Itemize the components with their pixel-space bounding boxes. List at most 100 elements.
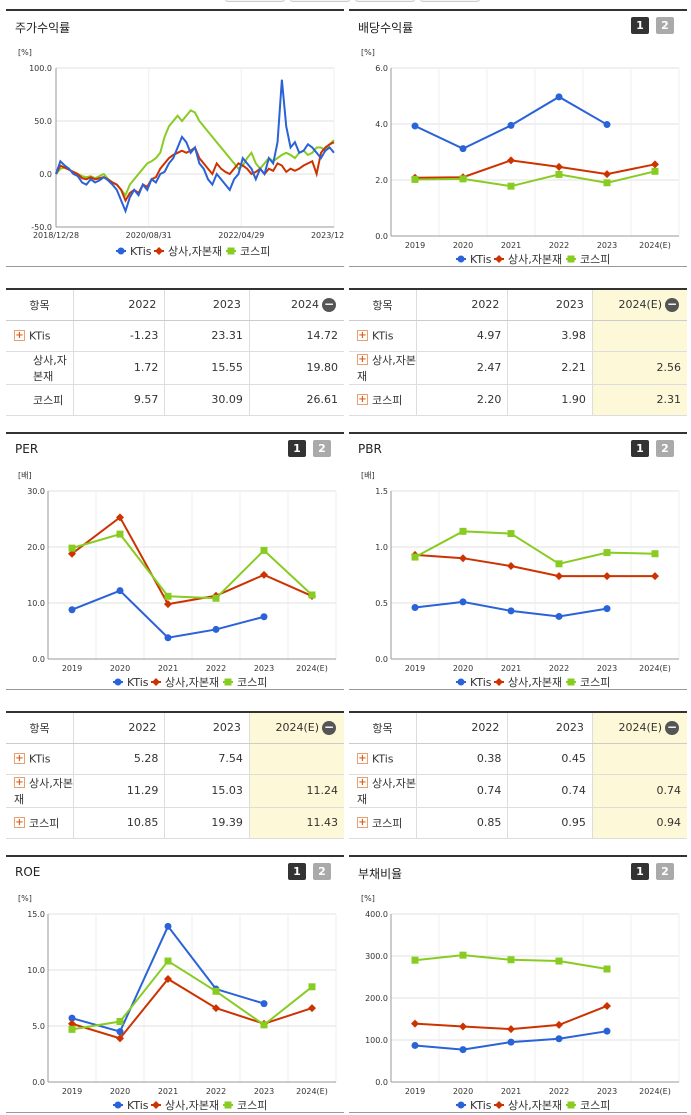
header-label: 항목	[29, 298, 50, 312]
y-tick-label: 0.0	[375, 232, 388, 241]
collapse-icon[interactable]: −	[665, 296, 679, 312]
legend-marker	[152, 678, 160, 686]
header-label: 2022	[471, 721, 500, 735]
debt-ratio-chart: [%] 400.0 300.0 200.0 100.0 0.0 2019 2020 2021 20…	[361, 894, 680, 1112]
row-label: 상사,자본재	[33, 353, 67, 383]
row-label-cell: + 상사,자본재	[6, 774, 74, 808]
axis-unit-label: [배]	[18, 471, 32, 480]
legend-label: 상사,자본재	[165, 1099, 219, 1112]
top-cut-button[interactable]	[225, 0, 285, 2]
panel-stock-return: 주가수익률 [%] 100.0 50.0 0.0 -50.0 2018/12/28 2020…	[6, 9, 344, 267]
top-cut-button[interactable]	[420, 0, 480, 2]
collapse-icon[interactable]: −	[322, 719, 336, 735]
data-point	[555, 170, 563, 178]
table-cell	[591, 320, 687, 352]
view-1-button[interactable]: 1	[631, 440, 649, 457]
expand-icon[interactable]: +	[357, 753, 368, 765]
expand-icon[interactable]: +	[357, 354, 368, 365]
table-cell: 30.09	[164, 384, 250, 416]
row-label: 상사,자본재	[357, 353, 416, 383]
x-tick-label: 2023/12/28	[311, 231, 344, 240]
x-tick-label: 2022	[206, 1087, 226, 1096]
data-point	[507, 182, 515, 190]
table-cell: 0.38	[416, 743, 508, 775]
panel-title: 배당수익률	[358, 21, 414, 35]
panel-debt-ratio: 부채비율 1 2 [%] 400.0 300.0 200.0 100.0 0.0 2019 2…	[349, 855, 687, 1113]
x-tick-label: 2020	[453, 241, 473, 250]
table-cell: 19.39	[164, 807, 250, 839]
top-cut-button[interactable]	[355, 0, 415, 2]
view-2-button[interactable]: 2	[656, 440, 674, 457]
data-point	[116, 513, 124, 522]
expand-icon[interactable]: +	[357, 394, 368, 405]
x-tick-label: 2019	[62, 664, 82, 673]
collapse-icon[interactable]: −	[665, 719, 679, 735]
legend-marker	[224, 678, 232, 686]
collapse-icon[interactable]: −	[322, 296, 336, 312]
legend-marker	[155, 247, 163, 255]
table-row: + 코스피 2.20 1.90 2.31	[349, 384, 687, 416]
data-point	[651, 160, 659, 169]
data-point	[116, 530, 124, 538]
top-cut-button[interactable]	[290, 0, 350, 2]
view-2-button[interactable]: 2	[313, 440, 331, 457]
legend-label: 코스피	[237, 676, 267, 689]
x-tick-label: 2020/08/31	[126, 231, 172, 240]
row-label-cell: 코스피	[6, 384, 74, 416]
row-label: 코스피	[29, 816, 60, 830]
legend-label: 코스피	[580, 253, 610, 266]
data-point	[68, 544, 76, 552]
data-point	[116, 587, 124, 595]
legend-marker	[495, 678, 503, 686]
legend-label: KTis	[130, 245, 152, 258]
data-point	[459, 175, 467, 183]
table-row: + KTis -1.23 23.31 14.72	[6, 320, 344, 352]
row-label-cell: + KTis	[349, 320, 417, 352]
y-tick-label: 2.0	[375, 176, 388, 185]
header-label: 2023	[212, 721, 241, 735]
header-label: 2023	[212, 298, 241, 312]
table-cell: 7.54	[164, 743, 250, 775]
data-point	[555, 1035, 563, 1043]
data-point	[116, 1028, 124, 1036]
legend-label: KTis	[470, 253, 492, 266]
x-tick-label: 2019	[405, 241, 425, 250]
header-label: 2022	[471, 298, 500, 312]
expand-icon[interactable]: +	[14, 753, 25, 765]
table-cell: 3.98	[507, 320, 593, 352]
y-tick-label: 10.0	[27, 966, 45, 975]
x-tick-label: 2024(E)	[639, 1087, 671, 1096]
row-label-cell: + 상사,자본재	[349, 351, 417, 385]
view-1-button[interactable]: 1	[288, 863, 306, 880]
series-line	[71, 532, 313, 600]
view-1-button[interactable]: 1	[288, 440, 306, 457]
header-label: 2022	[128, 721, 157, 735]
view-2-button[interactable]: 2	[656, 17, 674, 34]
data-point	[603, 121, 611, 129]
data-point	[260, 570, 268, 579]
row-label: KTis	[372, 752, 394, 766]
table-cell: 0.95	[507, 807, 593, 839]
expand-icon[interactable]: +	[14, 777, 25, 788]
panel-pbr: PBR 1 2 [배] 1.5 1.0 0.5 0.0 2019 2020 2021 2022 2…	[349, 432, 687, 690]
data-point	[603, 1027, 611, 1035]
view-2-button[interactable]: 2	[313, 863, 331, 880]
expand-icon[interactable]: +	[357, 777, 368, 788]
data-point	[260, 1000, 268, 1008]
view-2-button[interactable]: 2	[656, 863, 674, 880]
x-tick-label: 2024(E)	[296, 1087, 328, 1096]
view-1-button[interactable]: 1	[631, 863, 649, 880]
data-point	[164, 600, 172, 609]
x-tick-label: 2021	[501, 241, 521, 250]
axis-unit-label: [배]	[361, 471, 375, 480]
table-cell: 14.72	[248, 320, 344, 352]
expand-icon[interactable]: +	[14, 330, 25, 342]
y-tick-label: 1.0	[375, 543, 388, 552]
expand-icon[interactable]: +	[14, 817, 25, 828]
expand-icon[interactable]: +	[357, 817, 368, 828]
x-tick-label: 2021	[158, 1087, 178, 1096]
y-tick-label: 0.0	[375, 1078, 388, 1087]
expand-icon[interactable]: +	[357, 330, 368, 342]
table-header-cell: 2022	[73, 712, 165, 744]
view-1-button[interactable]: 1	[631, 17, 649, 34]
